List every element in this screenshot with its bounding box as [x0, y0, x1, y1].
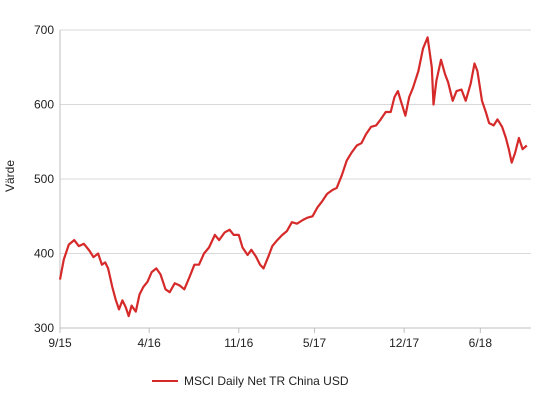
series-line [58, 36, 528, 318]
x-tick-label: 4/16 [137, 336, 161, 350]
axes [59, 30, 531, 333]
x-tick-label: 11/16 [224, 336, 253, 350]
x-tick-label: 5/17 [303, 336, 327, 350]
legend: MSCI Daily Net TR China USD [152, 374, 348, 388]
x-tick-label: 6/18 [469, 336, 493, 350]
x-tick-label: 9/15 [48, 336, 72, 350]
legend-label: MSCI Daily Net TR China USD [184, 374, 349, 388]
legend-swatch [152, 380, 178, 382]
tick-labels: 300 400 500 600 700 9/15 4/16 11/16 5/17 12/17 6/1… [34, 23, 492, 350]
y-tick-label: 500 [34, 172, 54, 186]
gridlines [60, 29, 531, 329]
y-tick-label: 300 [34, 321, 54, 335]
y-tick-label: 400 [34, 247, 54, 261]
series-layer [58, 36, 528, 318]
y-tick-label: 700 [34, 23, 54, 37]
y-axis-title: Värde [3, 160, 17, 192]
y-tick-label: 600 [34, 98, 54, 112]
x-tick-label: 12/17 [389, 336, 419, 350]
